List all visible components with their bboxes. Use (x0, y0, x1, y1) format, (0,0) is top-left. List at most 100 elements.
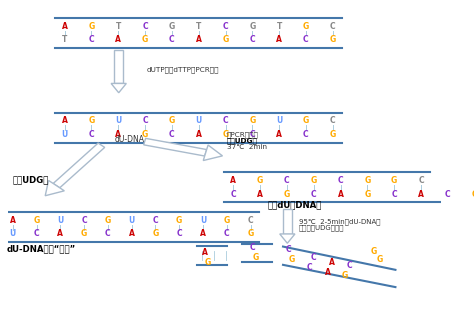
Text: dUTP替代dTTP的PCR扩增: dUTP替代dTTP的PCR扩增 (147, 67, 219, 73)
Text: G: G (303, 22, 309, 31)
Text: U: U (9, 229, 16, 239)
Text: 断裂，且UDG酶失活: 断裂，且UDG酶失活 (299, 225, 345, 231)
Text: C: C (249, 35, 255, 44)
Text: G: G (222, 35, 228, 44)
Text: C: C (224, 229, 229, 239)
Polygon shape (203, 145, 222, 160)
Text: C: C (153, 216, 158, 225)
Text: A: A (57, 229, 64, 239)
Text: 不加UDG酶: 不加UDG酶 (13, 176, 49, 185)
Text: T: T (196, 22, 201, 31)
Text: C: C (286, 246, 292, 254)
Text: G: G (329, 35, 336, 44)
Text: A: A (10, 216, 16, 225)
Text: C: C (330, 117, 336, 126)
Text: A: A (200, 229, 206, 239)
Text: C: C (392, 190, 397, 199)
Text: G: G (249, 22, 255, 31)
Text: A: A (196, 35, 201, 44)
Text: A: A (276, 35, 282, 44)
Text: A: A (115, 35, 121, 44)
Text: G: G (249, 117, 255, 126)
Text: G: G (205, 258, 211, 267)
Text: G: G (303, 117, 309, 126)
Polygon shape (280, 234, 295, 243)
Text: G: G (310, 176, 317, 185)
Text: C: C (311, 190, 317, 199)
Text: G: G (176, 216, 182, 225)
Text: A: A (257, 190, 263, 199)
Text: G: G (34, 216, 40, 225)
Text: C: C (142, 117, 148, 126)
Text: C: C (303, 130, 309, 139)
Text: U: U (276, 117, 282, 126)
Text: G: G (224, 216, 230, 225)
Text: G: G (364, 176, 371, 185)
Text: G: G (142, 130, 148, 139)
Text: G: G (142, 35, 148, 44)
Text: G: G (371, 247, 377, 256)
Text: U: U (128, 216, 135, 225)
Text: A: A (115, 130, 121, 139)
Text: 新PCR体系中: 新PCR体系中 (227, 132, 259, 138)
Text: C: C (445, 190, 451, 199)
Text: A: A (129, 229, 135, 239)
Text: 37℃  2min: 37℃ 2min (227, 144, 267, 150)
Text: A: A (62, 117, 68, 126)
Text: U: U (200, 216, 206, 225)
Text: C: C (248, 216, 254, 225)
Text: C: C (310, 253, 316, 262)
Text: G: G (472, 190, 474, 199)
Text: G: G (169, 117, 175, 126)
Text: G: G (88, 22, 95, 31)
Text: C: C (418, 176, 424, 185)
Text: T: T (276, 22, 282, 31)
Text: C: C (105, 229, 111, 239)
Text: G: G (152, 229, 159, 239)
Polygon shape (53, 143, 105, 188)
Text: C: C (89, 130, 94, 139)
Text: dU-DNA产物“残留”: dU-DNA产物“残留” (6, 245, 75, 253)
Text: C: C (223, 22, 228, 31)
Text: C: C (303, 35, 309, 44)
Text: C: C (250, 244, 255, 252)
Text: G: G (253, 253, 259, 262)
Text: G: G (342, 271, 348, 280)
Text: A: A (329, 258, 335, 267)
Text: G: G (247, 229, 254, 239)
Text: C: C (346, 261, 352, 270)
Text: G: G (329, 130, 336, 139)
Text: G: G (284, 190, 290, 199)
Text: A: A (62, 22, 68, 31)
Text: U: U (196, 117, 202, 126)
Text: C: C (89, 35, 94, 44)
Text: C: C (230, 190, 236, 199)
Polygon shape (283, 209, 292, 234)
Text: G: G (222, 130, 228, 139)
Text: C: C (306, 263, 312, 272)
Text: U: U (57, 216, 64, 225)
Text: G: G (364, 190, 371, 199)
Polygon shape (45, 181, 64, 196)
Text: A: A (337, 190, 344, 199)
Text: A: A (202, 248, 208, 257)
Text: C: C (223, 117, 228, 126)
Text: C: C (169, 130, 175, 139)
Text: C: C (330, 22, 336, 31)
Text: G: G (289, 255, 295, 264)
Text: C: C (34, 229, 39, 239)
Text: U: U (115, 117, 121, 126)
Text: 95℃  2-5min使dU-DNA链: 95℃ 2-5min使dU-DNA链 (299, 218, 381, 225)
Text: C: C (169, 35, 175, 44)
Text: A: A (418, 190, 424, 199)
Text: A: A (230, 176, 236, 185)
Text: G: G (391, 176, 397, 185)
Text: C: C (82, 216, 87, 225)
Text: A: A (196, 130, 201, 139)
Polygon shape (111, 83, 127, 93)
Text: G: G (169, 22, 175, 31)
Text: C: C (176, 229, 182, 239)
Text: A: A (276, 130, 282, 139)
Text: C: C (284, 176, 290, 185)
Text: G: G (105, 216, 111, 225)
